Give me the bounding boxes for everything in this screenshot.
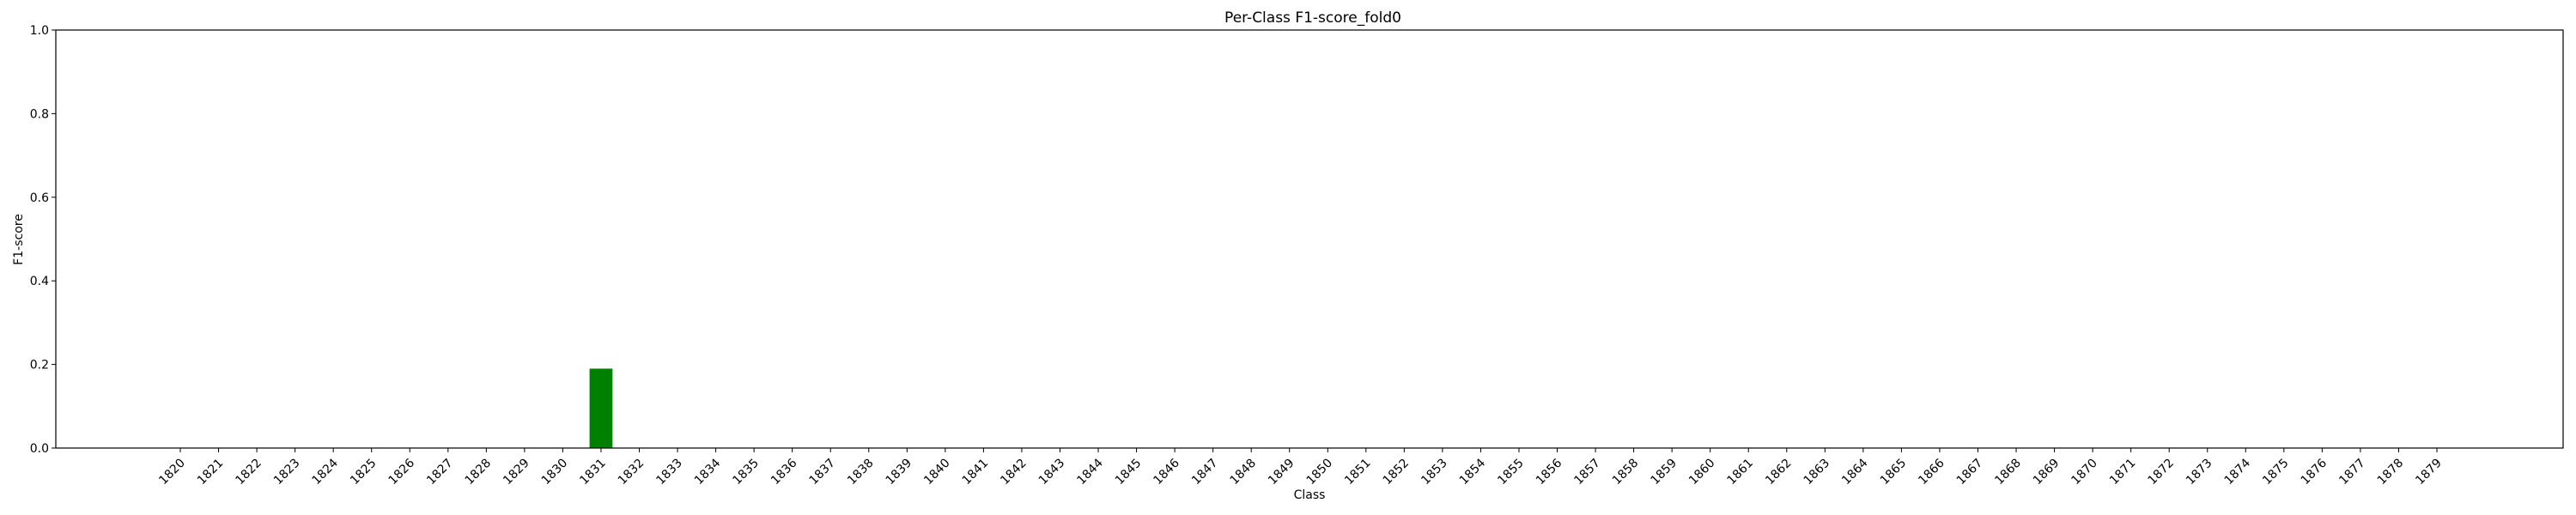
y-tick-label-0.8: 0.8 bbox=[30, 107, 49, 121]
y-tick-label-1.0: 1.0 bbox=[30, 24, 49, 38]
chart-title: Per-Class F1-score_fold0 bbox=[1224, 9, 1401, 27]
y-axis-ticks: 0.0 0.2 0.4 0.6 0.8 1.0 bbox=[30, 24, 56, 456]
y-tick-label-0.6: 0.6 bbox=[30, 191, 49, 205]
bar-1831 bbox=[589, 368, 613, 448]
bars-group bbox=[589, 368, 613, 448]
y-tick-label-0.4: 0.4 bbox=[30, 275, 49, 288]
y-tick-label-0.0: 0.0 bbox=[30, 442, 49, 456]
y-tick-label-0.2: 0.2 bbox=[30, 359, 49, 373]
x-axis-label: Class bbox=[1294, 488, 1326, 502]
plot-area-frame bbox=[55, 29, 2564, 449]
y-axis-label: F1-score bbox=[12, 214, 26, 265]
